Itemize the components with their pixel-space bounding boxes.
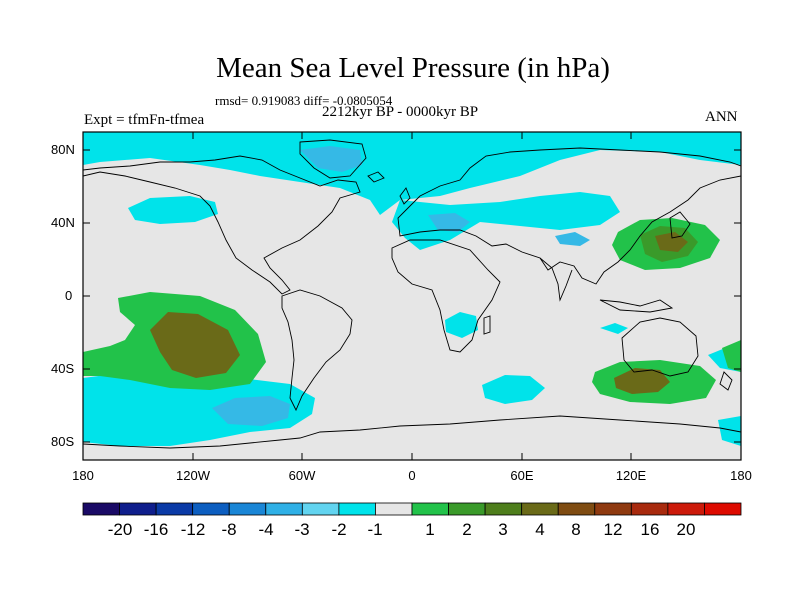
new-zealand-coast — [719, 371, 733, 391]
colorbar-label: -16 — [143, 520, 169, 539]
india-ocean-negative — [600, 323, 628, 334]
north-america-coast — [83, 155, 361, 295]
axis-ticks — [83, 132, 741, 460]
lon-label-120e: 120E — [615, 468, 647, 483]
colorbar-swatch — [411, 502, 449, 516]
coastlines — [83, 139, 741, 449]
south-america-coast — [281, 289, 353, 412]
japan-coast — [669, 211, 691, 239]
west-pacific-north-positive-dark — [655, 232, 688, 252]
pacific-east-positive — [722, 340, 741, 372]
colorbar-swatch — [667, 502, 705, 516]
pacific-south-positive-dark — [150, 312, 240, 378]
southern-pacific-negative-dark — [212, 396, 290, 426]
uk-coast — [399, 187, 411, 205]
colorbar-swatch — [119, 502, 157, 516]
stats-line: rmsd= 0.919083 diff= -0.0805054 — [215, 93, 393, 108]
colorbar-label: -8 — [221, 520, 237, 539]
colorbar-label: -12 — [180, 520, 206, 539]
madagascar-coast — [483, 315, 491, 335]
colorbar-swatch — [375, 502, 413, 516]
colorbar-swatch — [704, 502, 742, 516]
map-title: Mean Sea Level Pressure (in hPa) — [216, 52, 610, 84]
southeast-asia-islands — [599, 299, 674, 313]
colorbar-swatch — [82, 502, 120, 516]
antarctic-negative-east — [718, 416, 741, 446]
lat-label-40s: 40S — [51, 361, 75, 376]
eurasia-coast — [397, 147, 741, 285]
colorbar-label: 20 — [676, 520, 696, 539]
lon-label-120w: 120W — [176, 468, 210, 483]
colorbar-swatch — [484, 502, 523, 516]
colorbar-label: 16 — [640, 520, 660, 539]
colorbar-swatch — [448, 502, 486, 516]
colorbar-label: -1 — [367, 520, 383, 539]
colorbar-label: 4 — [535, 520, 545, 539]
colorbar-label: -20 — [107, 520, 133, 539]
lat-label-80s: 80S — [51, 434, 75, 449]
colorbar — [82, 502, 742, 516]
colorbar-swatch — [301, 502, 340, 516]
colorbar-swatch — [192, 502, 230, 516]
south-atlantic-negative — [482, 375, 545, 404]
colorbar-label: -3 — [294, 520, 310, 539]
colorbar-swatch — [338, 502, 376, 516]
colorbar-label: 1 — [425, 520, 435, 539]
southern-pacific-negative — [83, 372, 315, 446]
africa-south-negative — [445, 312, 478, 338]
australia-coast — [621, 317, 699, 377]
colorbar-label: 8 — [571, 520, 581, 539]
colorbar-swatch — [594, 502, 632, 516]
lat-label-0: 0 — [65, 288, 73, 303]
colorbar-swatch — [155, 502, 194, 516]
south-indian-positive-dark — [614, 368, 670, 394]
colorbar-label: -4 — [258, 520, 274, 539]
tibet-negative-dark — [555, 232, 590, 246]
iceland-coast — [367, 171, 385, 183]
africa-coast — [391, 239, 501, 353]
colorbar-label: 3 — [498, 520, 508, 539]
lon-label-180e: 180 — [730, 468, 752, 483]
map-field — [83, 132, 741, 460]
colorbar-swatch — [521, 502, 559, 516]
arctic-negative-band — [83, 132, 741, 215]
lon-label-60w: 60W — [288, 468, 316, 483]
antarctica-coast — [83, 415, 741, 449]
lon-label-0: 0 — [408, 468, 416, 483]
lat-label-40n: 40N — [51, 215, 75, 230]
colorbar-swatch — [557, 502, 596, 516]
pacific-north-negative — [128, 196, 218, 224]
greenland-negative-dark — [300, 146, 362, 172]
europe-asia-negative — [392, 192, 620, 250]
greenland-coast — [299, 139, 367, 179]
colorbar-swatch — [630, 502, 669, 516]
colorbar-swatch — [265, 502, 303, 516]
colorbar-label: -2 — [331, 520, 347, 539]
experiment-label: Expt = tfmFn-tfmea — [84, 112, 205, 128]
lon-label-60e: 60E — [510, 468, 534, 483]
colorbar-swatch — [228, 502, 267, 516]
colorbar-label: 12 — [603, 520, 623, 539]
lat-label-80n: 80N — [51, 142, 75, 157]
colorbar-label: 2 — [462, 520, 472, 539]
mediterranean-negative-dark — [428, 213, 470, 232]
india-coast — [539, 257, 573, 302]
period-label: 2212kyr BP - 0000kyr BP — [322, 104, 479, 120]
lon-label-180w: 180 — [72, 468, 94, 483]
season-label: ANN — [705, 109, 738, 125]
